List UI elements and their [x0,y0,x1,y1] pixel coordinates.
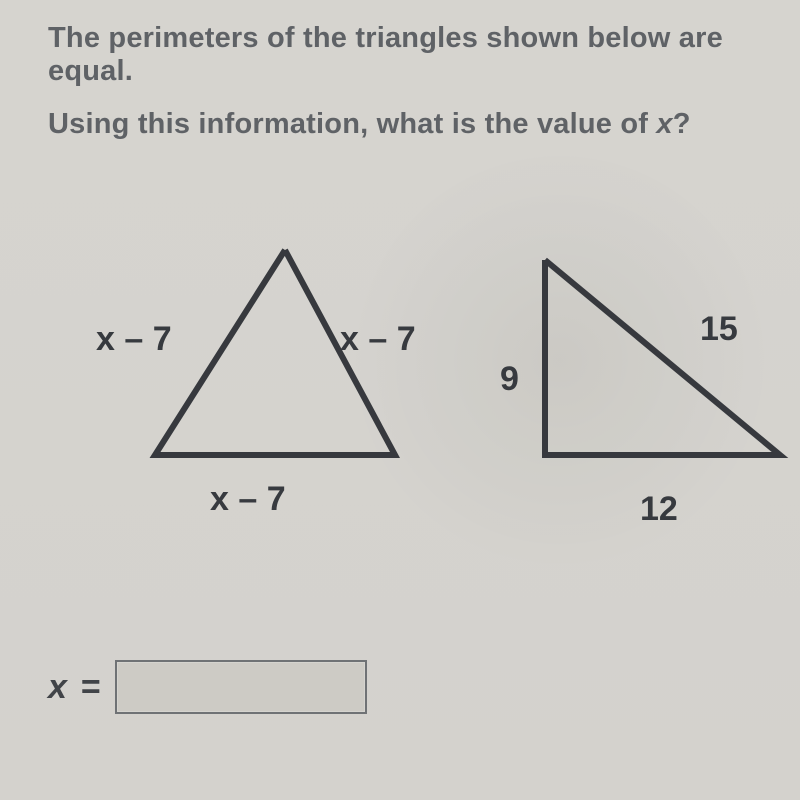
answer-equals: = [81,668,101,707]
right-triangle-side-base-label: 12 [640,490,678,529]
right-triangle-shape [545,260,780,455]
right-triangle-side-left-label: 9 [500,360,519,399]
question-line-2-prefix: Using this information, what is the valu… [48,108,656,140]
left-triangle-side-right-label: x – 7 [340,320,416,359]
answer-row: x = [48,660,367,714]
left-triangle-side-base-label: x – 7 [210,480,286,519]
question-variable-x: x [656,108,672,140]
answer-input[interactable] [115,660,367,714]
question-line-2: Using this information, what is the valu… [48,108,691,141]
right-triangle-hypotenuse-label: 15 [700,310,738,349]
question-line-1: The perimeters of the triangles shown be… [48,22,800,88]
answer-variable: x [48,668,67,707]
left-triangle-side-left-label: x – 7 [96,320,172,359]
question-line-2-suffix: ? [673,108,691,140]
